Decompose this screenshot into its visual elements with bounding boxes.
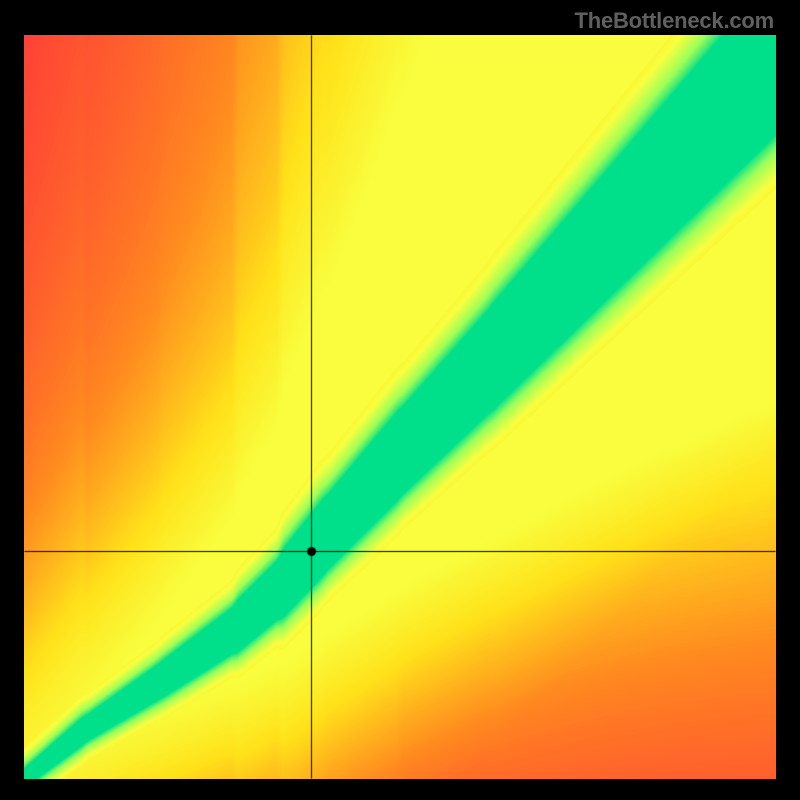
watermark-text: TheBottleneck.com (574, 8, 774, 34)
bottleneck-heatmap (24, 35, 776, 779)
chart-frame: TheBottleneck.com (0, 0, 800, 800)
